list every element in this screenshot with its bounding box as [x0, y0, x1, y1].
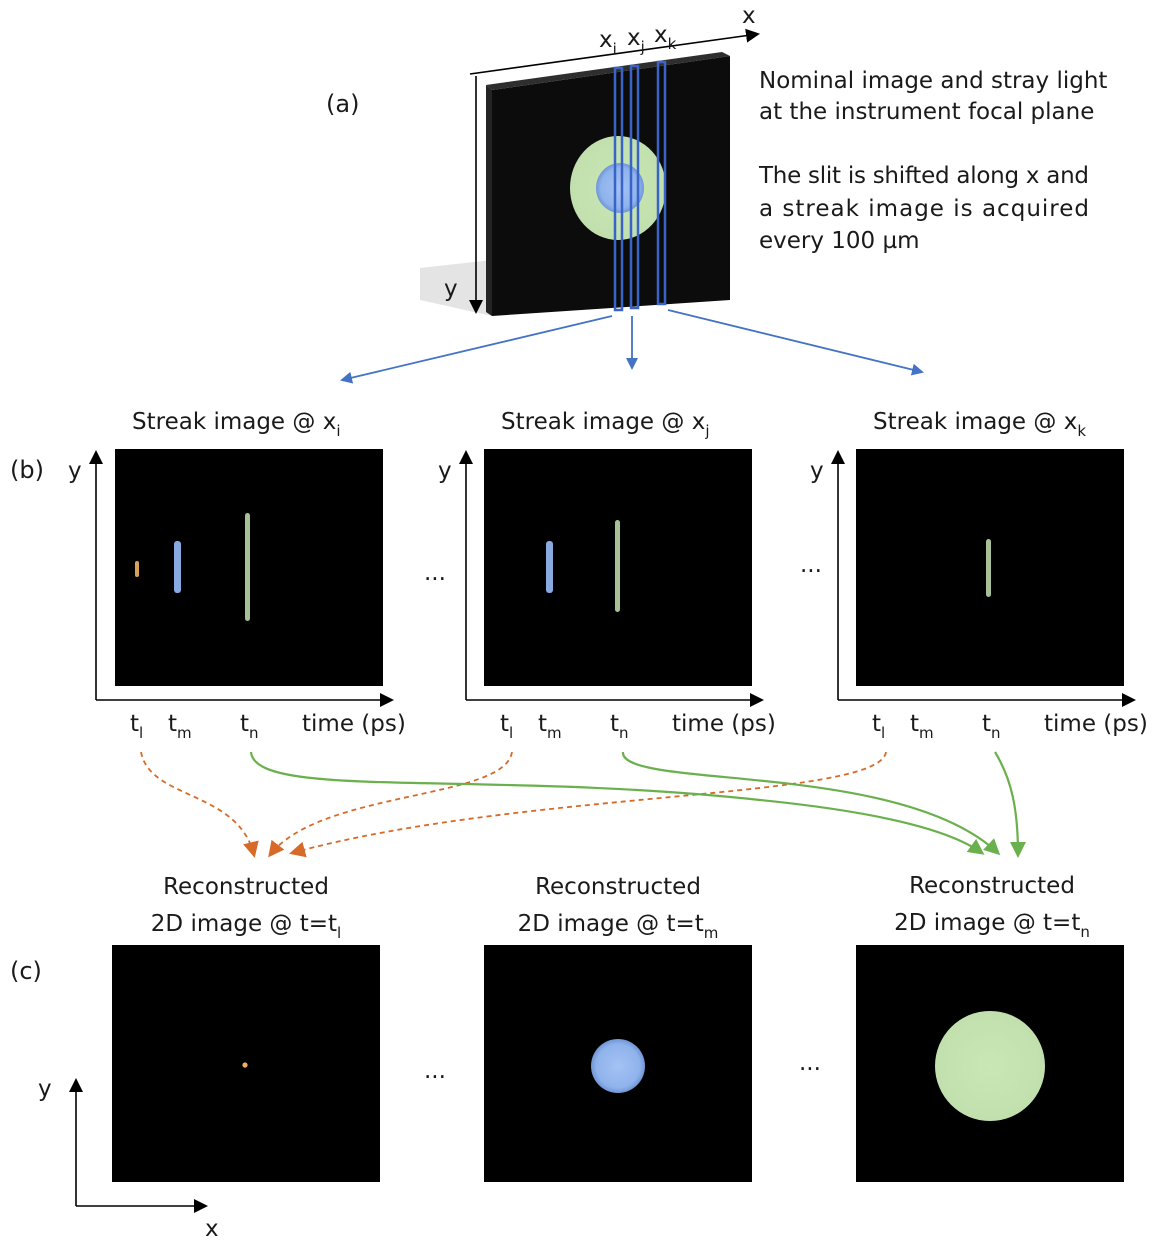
streak-j-green	[615, 520, 620, 612]
tick-i-tl: tl	[130, 711, 143, 742]
recon-l-point	[242, 1062, 248, 1068]
streak-i-orange	[135, 561, 139, 577]
recon-title-l-line1: Reconstructed	[163, 874, 329, 900]
recon-titles: Reconstructed 2D image @ t=tl Reconstruc…	[151, 873, 1090, 942]
tick-j-tl: tl	[500, 711, 513, 742]
green-arrow-from-j	[621, 751, 1001, 856]
panel-c-label: (c)	[10, 957, 42, 985]
recon-title-m-line1: Reconstructed	[535, 874, 701, 900]
description-line-5: every 100 µm	[759, 228, 920, 254]
streak-image-j: y	[438, 449, 764, 707]
streak-i-ticks: tl tm tn time (ps)	[130, 711, 406, 742]
tick-j-tn: tn	[610, 711, 629, 742]
slit-j	[629, 64, 640, 310]
orange-arrow-from-k	[289, 751, 887, 858]
orange-arrow-from-j	[268, 751, 513, 858]
description-line-3: The slit is shifted along x and	[758, 163, 1089, 189]
slit-label-k: xk	[654, 22, 677, 53]
tick-k-tn: tn	[982, 711, 1001, 742]
recon-ellipsis-1: ...	[424, 1058, 446, 1084]
panel-a-x-label: x	[742, 3, 756, 29]
streak-k-green	[986, 539, 991, 597]
recon-ellipsis-2: ...	[799, 1050, 821, 1076]
streak-title-j: Streak image @ xj	[501, 409, 710, 440]
streak-i-green	[245, 513, 250, 621]
time-label-j: time (ps)	[672, 711, 776, 737]
streak-k-ticks: tl tm tn time (ps)	[872, 711, 1148, 742]
streak-title-i: Streak image @ xi	[132, 409, 341, 440]
tick-k-tm: tm	[910, 711, 934, 742]
slit-label-j: xj	[627, 25, 645, 56]
streak-j-y-label: y	[438, 458, 452, 484]
streak-ellipsis-1: ...	[424, 560, 446, 586]
orange-arrows	[140, 751, 887, 858]
panel-a-description: Nominal image and stray light at the ins…	[758, 68, 1107, 254]
panel-a: (a) x y xi xj xk Nominal image and stray…	[326, 3, 1107, 384]
recon-y-label: y	[38, 1076, 52, 1102]
slit-label-i: xi	[599, 27, 617, 58]
panel-a-label: (a)	[326, 90, 359, 118]
recon-n-disk	[935, 1011, 1045, 1121]
recon-x-label: x	[205, 1216, 219, 1242]
tick-i-tm: tm	[168, 711, 192, 742]
streak-j-blue	[546, 541, 553, 593]
focal-plane	[420, 52, 730, 316]
recon-title-n-line2: 2D image @ t=tn	[894, 910, 1090, 941]
plane-side-edge	[486, 85, 492, 316]
recon-title-m-line2: 2D image @ t=tm	[518, 911, 719, 942]
streak-k-y-label: y	[810, 458, 824, 484]
streak-ellipsis-2: ...	[800, 552, 822, 578]
panel-b-label: (b)	[10, 456, 44, 484]
green-arrow-from-i	[249, 751, 985, 855]
streak-image-k: y	[810, 449, 1136, 707]
streak-i-blue	[174, 541, 181, 593]
recon-m-disk	[591, 1039, 645, 1093]
streak-j-ticks: tl tm tn time (ps)	[500, 711, 776, 742]
tick-k-tl: tl	[872, 711, 885, 742]
panel-b: (b) Streak image @ xi Streak image @ xj …	[10, 409, 1148, 858]
recon-image-l	[112, 945, 380, 1182]
streak-title-k: Streak image @ xk	[873, 409, 1086, 440]
time-label-k: time (ps)	[1044, 711, 1148, 737]
arrow-to-streak-k	[667, 309, 924, 376]
recon-title-n-line1: Reconstructed	[909, 873, 1075, 899]
description-line-1: Nominal image and stray light	[759, 68, 1107, 94]
recon-title-l-line2: 2D image @ t=tl	[151, 911, 341, 942]
orange-arrow-from-i	[140, 751, 259, 858]
panel-c: (c) Reconstructed 2D image @ t=tl Recons…	[10, 873, 1124, 1242]
time-label-i: time (ps)	[302, 711, 406, 737]
slit-i	[613, 66, 624, 312]
streak-i-y-label: y	[68, 458, 82, 484]
streak-image-i: y	[68, 449, 394, 707]
green-arrows	[249, 751, 1026, 858]
recon-image-m	[484, 945, 752, 1182]
description-line-2: at the instrument focal plane	[759, 99, 1094, 125]
slit-k	[656, 60, 667, 306]
tick-j-tm: tm	[538, 711, 562, 742]
tick-i-tn: tn	[240, 711, 259, 742]
description-line-4: a streak image is acquired	[759, 196, 1089, 222]
panel-a-y-label: y	[444, 276, 458, 302]
plane-top-edge	[486, 52, 730, 90]
panel-a-x-axis	[469, 28, 760, 75]
recon-image-n	[856, 945, 1124, 1182]
arrow-to-streak-i	[340, 315, 613, 384]
green-arrow-from-k	[994, 751, 1026, 858]
